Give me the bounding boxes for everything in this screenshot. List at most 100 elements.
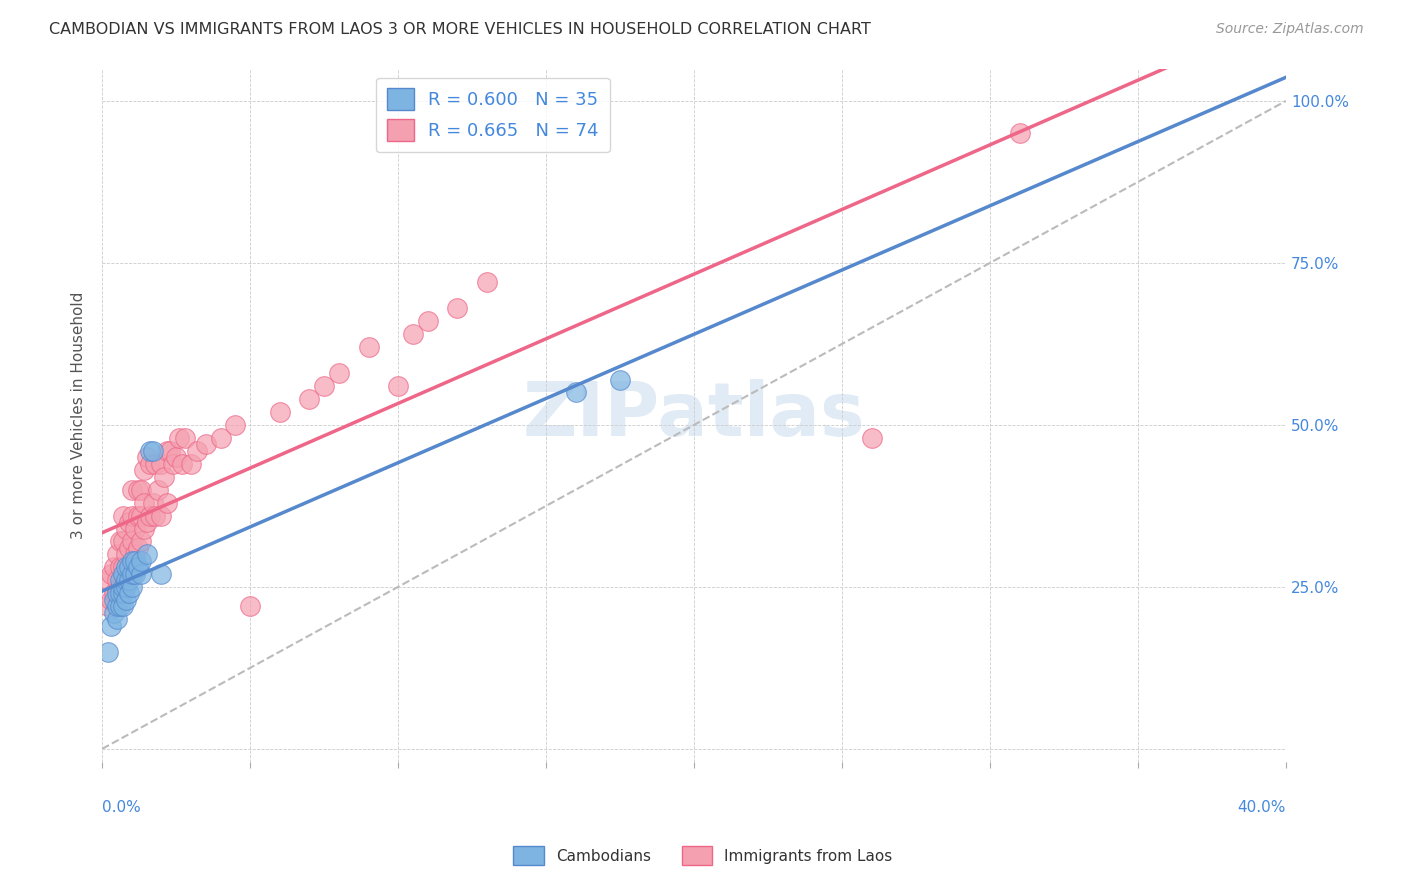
Point xyxy=(132,463,155,477)
Point xyxy=(111,599,134,614)
Point xyxy=(162,457,184,471)
Point xyxy=(103,606,125,620)
Legend: Cambodians, Immigrants from Laos: Cambodians, Immigrants from Laos xyxy=(508,840,898,871)
Point xyxy=(105,586,128,600)
Point xyxy=(135,548,157,562)
Point xyxy=(135,515,157,529)
Point xyxy=(475,276,498,290)
Point xyxy=(121,508,143,523)
Point xyxy=(145,457,167,471)
Point xyxy=(100,592,122,607)
Point xyxy=(111,560,134,574)
Point xyxy=(97,599,120,614)
Point xyxy=(118,541,141,555)
Point xyxy=(103,592,125,607)
Point xyxy=(129,534,152,549)
Point xyxy=(138,457,160,471)
Point xyxy=(129,554,152,568)
Point xyxy=(156,495,179,509)
Point xyxy=(194,437,217,451)
Legend: R = 0.600   N = 35, R = 0.665   N = 74: R = 0.600 N = 35, R = 0.665 N = 74 xyxy=(375,78,610,153)
Point xyxy=(108,534,131,549)
Point xyxy=(121,560,143,574)
Point xyxy=(111,580,134,594)
Point xyxy=(150,566,173,581)
Point xyxy=(115,574,138,588)
Point xyxy=(124,554,146,568)
Text: 40.0%: 40.0% xyxy=(1237,800,1286,815)
Point xyxy=(105,599,128,614)
Point xyxy=(224,417,246,432)
Point xyxy=(105,574,128,588)
Point xyxy=(156,443,179,458)
Point xyxy=(127,483,149,497)
Point xyxy=(108,574,131,588)
Point xyxy=(148,483,170,497)
Point xyxy=(138,443,160,458)
Point xyxy=(159,443,181,458)
Point xyxy=(121,580,143,594)
Point xyxy=(129,566,152,581)
Point xyxy=(121,554,143,568)
Point xyxy=(108,599,131,614)
Point xyxy=(127,541,149,555)
Point xyxy=(118,566,141,581)
Point xyxy=(124,566,146,581)
Point xyxy=(108,586,131,600)
Point xyxy=(105,586,128,600)
Point xyxy=(1008,126,1031,140)
Point xyxy=(97,645,120,659)
Point xyxy=(357,340,380,354)
Point xyxy=(328,366,350,380)
Point xyxy=(141,443,163,458)
Point xyxy=(115,574,138,588)
Point xyxy=(416,314,439,328)
Point xyxy=(298,392,321,406)
Point xyxy=(129,483,152,497)
Point xyxy=(174,431,197,445)
Point xyxy=(150,457,173,471)
Point xyxy=(269,405,291,419)
Text: CAMBODIAN VS IMMIGRANTS FROM LAOS 3 OR MORE VEHICLES IN HOUSEHOLD CORRELATION CH: CAMBODIAN VS IMMIGRANTS FROM LAOS 3 OR M… xyxy=(49,22,872,37)
Point xyxy=(135,450,157,465)
Point xyxy=(387,379,409,393)
Point xyxy=(186,443,208,458)
Point xyxy=(118,560,141,574)
Point xyxy=(209,431,232,445)
Point xyxy=(97,574,120,588)
Point xyxy=(132,495,155,509)
Point xyxy=(172,457,194,471)
Point xyxy=(402,327,425,342)
Point xyxy=(118,515,141,529)
Point xyxy=(103,586,125,600)
Point xyxy=(115,580,138,594)
Point xyxy=(115,560,138,574)
Point xyxy=(111,586,134,600)
Point xyxy=(108,560,131,574)
Point xyxy=(111,508,134,523)
Point xyxy=(111,534,134,549)
Point xyxy=(180,457,202,471)
Point xyxy=(138,508,160,523)
Point xyxy=(609,372,631,386)
Point xyxy=(121,566,143,581)
Point xyxy=(100,566,122,581)
Point xyxy=(111,580,134,594)
Point xyxy=(141,495,163,509)
Point xyxy=(115,548,138,562)
Point xyxy=(129,508,152,523)
Point xyxy=(239,599,262,614)
Point xyxy=(153,469,176,483)
Text: ZIPatlas: ZIPatlas xyxy=(523,378,866,451)
Point xyxy=(121,534,143,549)
Point xyxy=(121,483,143,497)
Point xyxy=(118,586,141,600)
Point xyxy=(314,379,336,393)
Point xyxy=(108,580,131,594)
Point xyxy=(124,522,146,536)
Point xyxy=(132,522,155,536)
Text: Source: ZipAtlas.com: Source: ZipAtlas.com xyxy=(1216,22,1364,37)
Point xyxy=(118,574,141,588)
Point xyxy=(105,548,128,562)
Point xyxy=(103,560,125,574)
